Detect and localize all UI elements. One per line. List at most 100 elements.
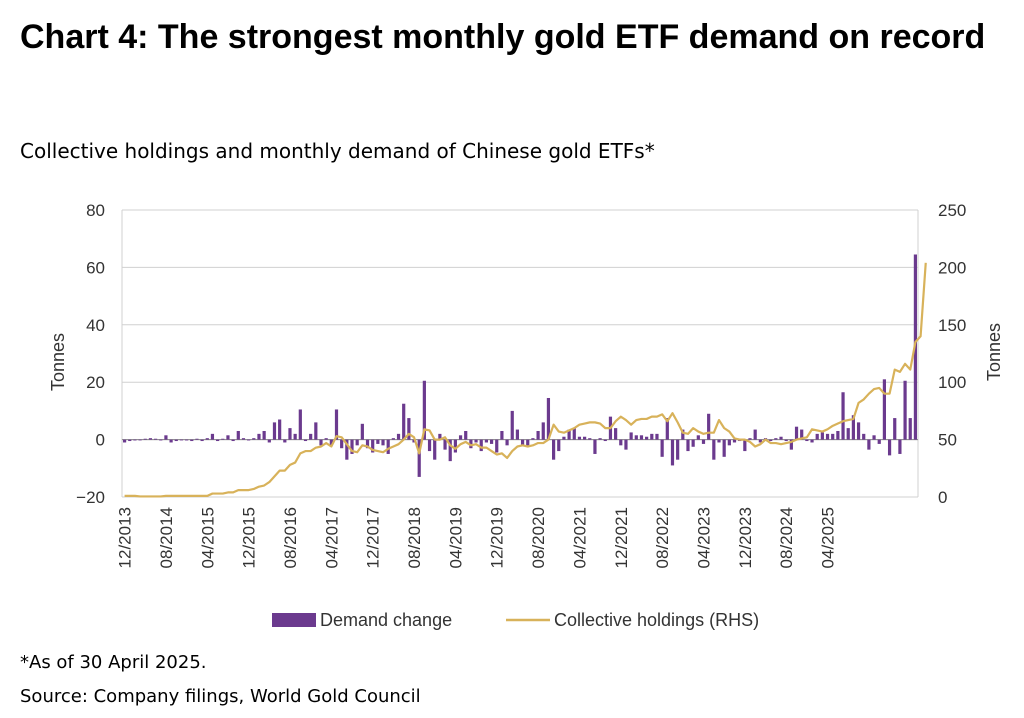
gridlines xyxy=(121,209,919,498)
legend-bar-label: Demand change xyxy=(320,610,452,630)
demand-bar xyxy=(216,439,220,442)
demand-bar xyxy=(572,428,576,440)
y-tick-label: 40 xyxy=(86,316,105,335)
demand-bar xyxy=(893,418,897,440)
demand-bar xyxy=(908,418,912,440)
demand-bar xyxy=(619,439,623,446)
demand-bar xyxy=(593,439,597,454)
x-tick-label: 12/2023 xyxy=(736,507,755,568)
demand-bar xyxy=(805,439,809,442)
demand-bar xyxy=(520,439,525,446)
demand-bar xyxy=(696,435,700,440)
demand-bar xyxy=(686,439,690,452)
demand-bar xyxy=(784,439,788,442)
demand-bar xyxy=(629,432,633,440)
demand-bar xyxy=(779,436,783,440)
demand-bar xyxy=(427,439,432,452)
demand-bar xyxy=(324,438,328,440)
demand-bar xyxy=(433,439,437,460)
demand-bar xyxy=(179,439,184,441)
demand-bar xyxy=(247,439,251,441)
x-tick-label: 08/2014 xyxy=(157,507,176,568)
demand-bar xyxy=(670,439,675,466)
demand-bar xyxy=(898,439,902,454)
demand-bar xyxy=(128,439,132,442)
demand-bar xyxy=(464,430,468,440)
demand-bar xyxy=(510,410,514,440)
demand-bar xyxy=(800,429,804,440)
demand-bar xyxy=(877,439,881,444)
demand-bar xyxy=(634,435,638,440)
demand-bar xyxy=(701,439,706,444)
demand-bar xyxy=(660,439,664,457)
demand-bar xyxy=(231,439,235,442)
demand-bar xyxy=(603,439,607,442)
demand-bar xyxy=(412,439,416,443)
demand-bar xyxy=(319,439,323,446)
demand-bar xyxy=(681,429,685,440)
x-tick-label: 12/2017 xyxy=(364,507,383,568)
left-axis-ticks: 80 60 40 20 0 −20 xyxy=(76,201,105,507)
chart-title: Chart 4: The strongest monthly gold ETF … xyxy=(20,18,986,56)
demand-bar xyxy=(495,439,499,453)
demand-bar xyxy=(769,439,773,442)
y-axis-label: Tonnes xyxy=(48,333,68,391)
legend-bar-swatch xyxy=(272,613,316,627)
demand-bar xyxy=(815,433,819,440)
demand-bar xyxy=(236,430,240,440)
demand-bar xyxy=(458,435,463,440)
demand-bar xyxy=(278,419,282,440)
x-tick-label: 12/2015 xyxy=(240,507,259,568)
demand-bar xyxy=(557,439,561,452)
demand-bar xyxy=(753,429,757,440)
demand-bar xyxy=(267,439,271,443)
x-tick-label: 04/2023 xyxy=(695,507,714,568)
chart-subtitle: Collective holdings and monthly demand o… xyxy=(20,139,655,163)
legend-line-label: Collective holdings (RHS) xyxy=(554,610,759,630)
demand-bar xyxy=(867,439,871,450)
demand-bar xyxy=(882,379,886,440)
demand-bar xyxy=(862,433,866,440)
demand-bar xyxy=(562,436,566,440)
demand-bar xyxy=(820,432,824,440)
right-axis-ticks: 250 200 150 100 50 0 xyxy=(938,201,966,507)
demand-bar xyxy=(872,435,876,440)
demand-bar xyxy=(241,438,246,440)
demand-bar xyxy=(371,439,375,453)
demand-bar xyxy=(381,439,385,446)
x-tick-label: 04/2025 xyxy=(819,507,838,568)
y2-axis-label: Tonnes xyxy=(984,323,1004,381)
demand-bar xyxy=(541,422,545,440)
demand-bar xyxy=(345,439,349,460)
demand-bar xyxy=(252,438,256,440)
demand-bar xyxy=(417,439,421,477)
x-tick-label: 08/2018 xyxy=(405,507,424,568)
demand-bar xyxy=(221,438,225,440)
demand-bar xyxy=(665,418,669,440)
demand-bar xyxy=(567,429,571,440)
demand-bar xyxy=(200,439,204,442)
demand-bar xyxy=(174,439,178,442)
demand-bar xyxy=(531,438,535,440)
demand-bar xyxy=(789,439,793,450)
demand-bar xyxy=(164,435,168,440)
demand-bar xyxy=(360,423,364,440)
demand-bar xyxy=(226,435,230,440)
x-axis-ticks: 12/2013 08/2014 04/2015 12/2015 08/2016 04/20… xyxy=(116,507,838,568)
y2-tick-label: 200 xyxy=(938,258,966,277)
demand-bar xyxy=(505,439,509,446)
x-tick-label: 12/2019 xyxy=(488,507,507,568)
demand-bar xyxy=(185,439,189,441)
demand-bar xyxy=(588,438,592,440)
demand-bar xyxy=(650,433,654,440)
x-tick-label: 08/2024 xyxy=(777,507,796,568)
demand-bar xyxy=(340,439,344,449)
y2-tick-label: 250 xyxy=(938,201,966,220)
demand-bar xyxy=(257,433,261,440)
demand-bar xyxy=(386,439,390,454)
x-tick-label: 08/2016 xyxy=(281,507,300,568)
y2-tick-label: 100 xyxy=(938,373,966,392)
demand-bar xyxy=(489,439,494,444)
demand-bar xyxy=(639,435,644,440)
demand-bar xyxy=(169,439,173,443)
